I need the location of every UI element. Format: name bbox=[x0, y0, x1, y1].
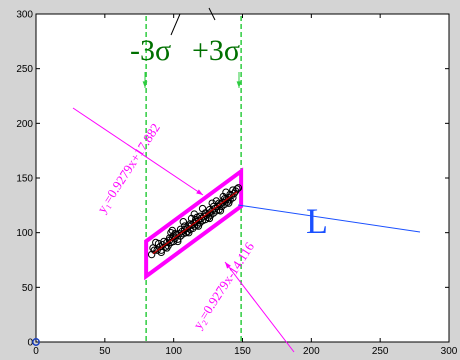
data-point bbox=[216, 207, 225, 215]
data-point bbox=[179, 218, 188, 226]
x-tick-label: 0 bbox=[33, 346, 39, 357]
regression-line bbox=[32, 191, 238, 346]
band-parallelogram bbox=[144, 167, 244, 281]
x-tick-label: 150 bbox=[234, 346, 251, 357]
line-label-leader bbox=[237, 204, 421, 233]
data-point bbox=[225, 199, 233, 207]
x-tick-label: 300 bbox=[441, 346, 458, 357]
x-tick-label: 50 bbox=[99, 346, 111, 357]
lower-line-arrow bbox=[224, 261, 295, 353]
upper-line-arrow bbox=[72, 107, 204, 196]
data-point bbox=[187, 214, 196, 223]
data-point bbox=[234, 184, 243, 192]
origin-marker bbox=[32, 338, 40, 346]
data-point bbox=[168, 226, 176, 235]
data-point bbox=[185, 228, 193, 237]
data-point bbox=[212, 197, 221, 205]
y-tick-label: 150 bbox=[16, 174, 33, 185]
y-tick-label: 50 bbox=[22, 283, 34, 294]
x-tick-label: 250 bbox=[372, 346, 389, 357]
data-point bbox=[163, 244, 171, 252]
sigma-high-arrow-head bbox=[236, 81, 242, 88]
data-point bbox=[157, 248, 165, 257]
sigma-low-label: -3σ bbox=[130, 34, 171, 67]
x-tick-label: 200 bbox=[303, 346, 320, 357]
data-point bbox=[174, 237, 182, 246]
data-point bbox=[167, 228, 175, 237]
y-tick-label: 100 bbox=[16, 228, 33, 239]
data-point bbox=[208, 199, 216, 207]
data-point bbox=[205, 214, 214, 223]
x-tick-label: 100 bbox=[165, 346, 182, 357]
y-tick-label: 200 bbox=[16, 119, 33, 130]
band-outline bbox=[144, 167, 244, 281]
y-tick-label: 0 bbox=[27, 338, 33, 349]
line-label-L: L bbox=[306, 201, 328, 241]
data-point bbox=[219, 192, 227, 201]
lower-line-arrow-head bbox=[225, 262, 231, 269]
upper-line-arrow-head bbox=[196, 189, 203, 195]
data-point bbox=[149, 244, 157, 252]
x-axis: 0 50 100 150 200 250 300 bbox=[33, 14, 458, 357]
sigma-high-tick bbox=[208, 7, 216, 21]
sigma-low-arrow-head bbox=[142, 81, 148, 88]
y-tick-label: 300 bbox=[16, 10, 33, 21]
y-tick-label: 250 bbox=[16, 64, 33, 75]
data-point bbox=[160, 237, 168, 246]
sigma-high-label: +3σ bbox=[192, 34, 240, 67]
data-point bbox=[194, 222, 203, 230]
data-point bbox=[198, 204, 207, 213]
sigma-low-tick bbox=[170, 13, 181, 36]
regression-line-path bbox=[152, 191, 238, 255]
